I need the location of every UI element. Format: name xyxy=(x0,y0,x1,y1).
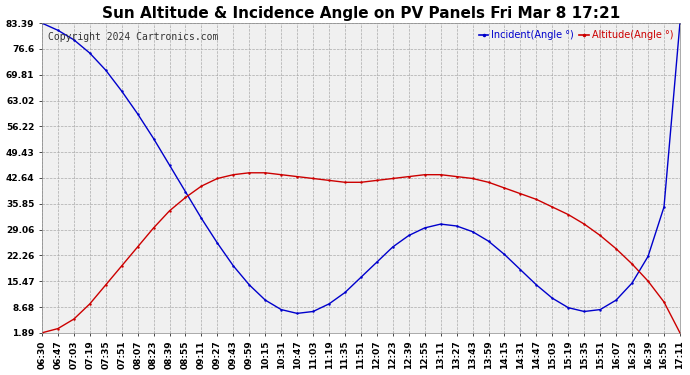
Text: Copyright 2024 Cartronics.com: Copyright 2024 Cartronics.com xyxy=(48,32,219,42)
Legend: Incident(Angle °), Altitude(Angle °): Incident(Angle °), Altitude(Angle °) xyxy=(477,28,675,42)
Title: Sun Altitude & Incidence Angle on PV Panels Fri Mar 8 17:21: Sun Altitude & Incidence Angle on PV Pan… xyxy=(102,6,620,21)
